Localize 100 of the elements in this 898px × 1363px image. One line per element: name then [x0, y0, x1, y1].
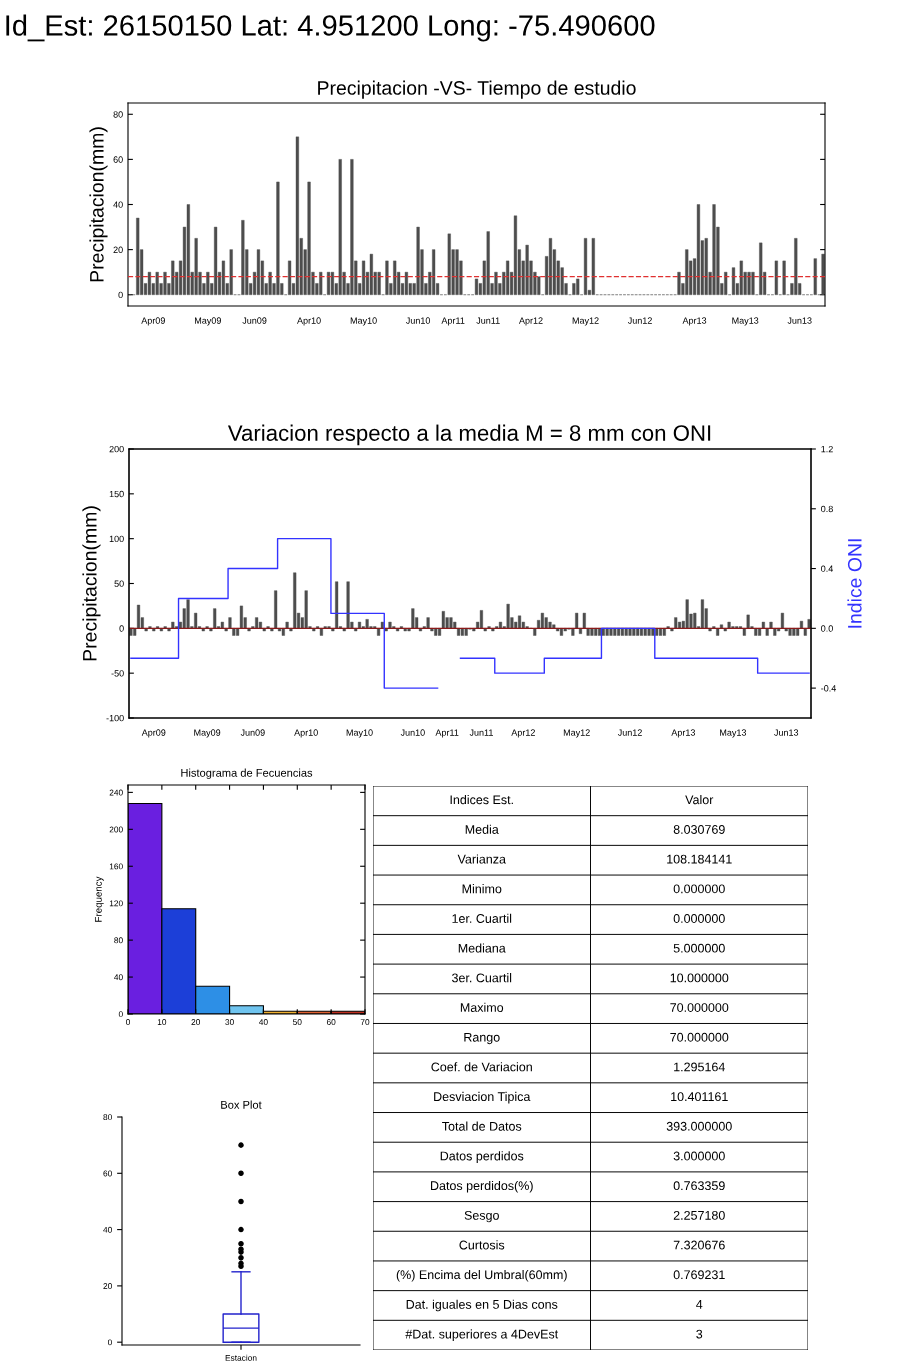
y-tick-label: 200 [109, 445, 124, 453]
data-label: 7.320676 [673, 1240, 725, 1250]
category-label: 1er. Cuartil [452, 913, 512, 923]
data-label: 10.000000 [670, 973, 729, 983]
x-tick-label: 0 [126, 1019, 130, 1025]
category-label: Sesgo [464, 1210, 499, 1223]
text: Indices Est. [450, 795, 513, 805]
data-label: 1.295164 [674, 1062, 725, 1072]
x-tick-label: 10 [157, 1019, 167, 1025]
data-label: 108.184141 [667, 854, 732, 864]
x-tick-label: Jun12 [627, 317, 652, 324]
x-tick-label: Jun13 [787, 317, 812, 324]
x-tick-label: Apr11 [435, 729, 459, 738]
x-tick-label: Apr13 [671, 729, 696, 738]
y-tick-label: 0 [118, 1011, 123, 1018]
x-tick-label: Jun11 [476, 317, 500, 324]
x-tick-label: Apr10 [297, 317, 321, 326]
x-tick-label: May12 [572, 317, 599, 326]
category-label: Media [465, 824, 499, 834]
chart-title: Variacion respecto a la media M = 8 mm con ONI [227, 424, 711, 446]
data-label: 0.000000 [673, 884, 725, 894]
x-tick-label: Jun09 [242, 317, 267, 324]
y-tick-label: 50 [114, 580, 124, 587]
x-tick-label: Apr11 [441, 317, 465, 326]
x-tick-label: Apr13 [682, 317, 707, 326]
data-label: 0.000000 [673, 914, 725, 923]
category-label: Coef. de Variacion [431, 1062, 532, 1072]
category-label: 3er. Cuartil [452, 973, 512, 983]
y-axis-title: Frequency [94, 876, 104, 922]
data-label: 4 [696, 1300, 703, 1309]
y-tick-label: -50 [111, 670, 124, 677]
y-tick-label: 80 [103, 1114, 112, 1121]
y2-tick-label: 0.4 [821, 565, 834, 572]
x-tick-label: 20 [191, 1019, 201, 1025]
x-tick-label: May13 [720, 729, 747, 738]
data-label: 3.000000 [673, 1151, 725, 1161]
data-label: 0.763359 [673, 1181, 725, 1191]
x-tick-label: Jun09 [240, 729, 265, 736]
x-tick-label: Apr12 [518, 317, 543, 326]
y-tick-label: 120 [109, 900, 123, 907]
y2-axis-title: Indice ONI [847, 539, 862, 628]
text: Id_Est: 26150150 Lat: 4.951200 Long: -75.490600 [6, 14, 655, 42]
y-tick-label: 240 [109, 789, 123, 796]
data-label: 8.030769 [673, 825, 725, 834]
x-tick-label: 50 [292, 1019, 302, 1025]
x-tick-label: May10 [350, 317, 377, 326]
x-tick-label: 70 [360, 1019, 370, 1025]
y-tick-label: 40 [113, 201, 123, 208]
category-label: Dat. iguales en 5 Dias cons [406, 1299, 558, 1312]
x-tick-label: Apr09 [141, 729, 166, 738]
x-tick-label: May09 [194, 729, 221, 738]
y-tick-label: 20 [113, 246, 123, 253]
y2-tick-label: 1.2 [821, 445, 833, 453]
y-tick-label: 40 [114, 974, 123, 981]
data-label: 70.000000 [670, 1032, 729, 1042]
text: Valor [685, 795, 714, 805]
x-tick-label: May13 [732, 317, 759, 326]
category-label: Curtosis [459, 1240, 505, 1250]
category-label: (%) Encima del Umbral(60mm) [396, 1269, 567, 1282]
category-label: Mediana [458, 943, 506, 953]
y2-tick-label: -0.4 [821, 685, 837, 692]
y-tick-label: 80 [113, 111, 123, 118]
data-label: 0.769231 [673, 1270, 725, 1280]
x-tick-label: Jun10 [400, 729, 425, 736]
x-tick-label: Jun13 [774, 729, 799, 736]
y-axis-title: Precipitacion(mm) [82, 506, 101, 661]
data-label: 3 [696, 1329, 703, 1339]
y-tick-label: 200 [109, 826, 123, 833]
x-tick-label: May09 [195, 317, 221, 326]
y-tick-label: 0 [107, 1339, 112, 1346]
x-tick-label: Apr12 [511, 729, 535, 738]
x-tick-label: 60 [326, 1019, 336, 1025]
category-label: Maximo [460, 1002, 504, 1012]
y-tick-label: 20 [103, 1283, 112, 1289]
y-tick-label: 0 [118, 291, 123, 299]
y-tick-label: 100 [109, 535, 124, 543]
y-tick-label: 0 [119, 625, 124, 632]
y-tick-label: 80 [114, 937, 123, 944]
x-tick-label: Jun11 [469, 729, 493, 736]
data-label: 70.000000 [670, 1003, 729, 1012]
y-tick-label: 160 [109, 863, 123, 870]
category-label: Desviacion Tipica [434, 1091, 531, 1104]
category-label: Varianza [457, 854, 506, 864]
y-tick-label: 60 [113, 156, 123, 163]
category-label: Minimo [462, 884, 502, 894]
y-tick-label: 40 [103, 1226, 112, 1233]
category-label: Total de Datos [442, 1121, 522, 1131]
category-label: Datos perdidos [440, 1151, 524, 1163]
x-tick-label: Jun10 [405, 317, 431, 324]
chart-title: Precipitacion -VS- Tiempo de estudio [318, 80, 636, 99]
category-label: Datos perdidos(%) [431, 1180, 533, 1193]
x-tick-label: May12 [563, 729, 590, 738]
category-label: Rango [464, 1032, 500, 1045]
category-label: #Dat. superiores a 4DevEst [405, 1329, 559, 1341]
data-label: 10.401161 [671, 1092, 728, 1102]
chart-title: Histograma de Fecuencias [181, 768, 313, 779]
data-label: 5.000000 [673, 943, 725, 953]
x-tick-label: Estacion [225, 1354, 257, 1361]
x-tick-label: Jun12 [617, 729, 642, 736]
chart-title: Box Plot [221, 1100, 262, 1109]
